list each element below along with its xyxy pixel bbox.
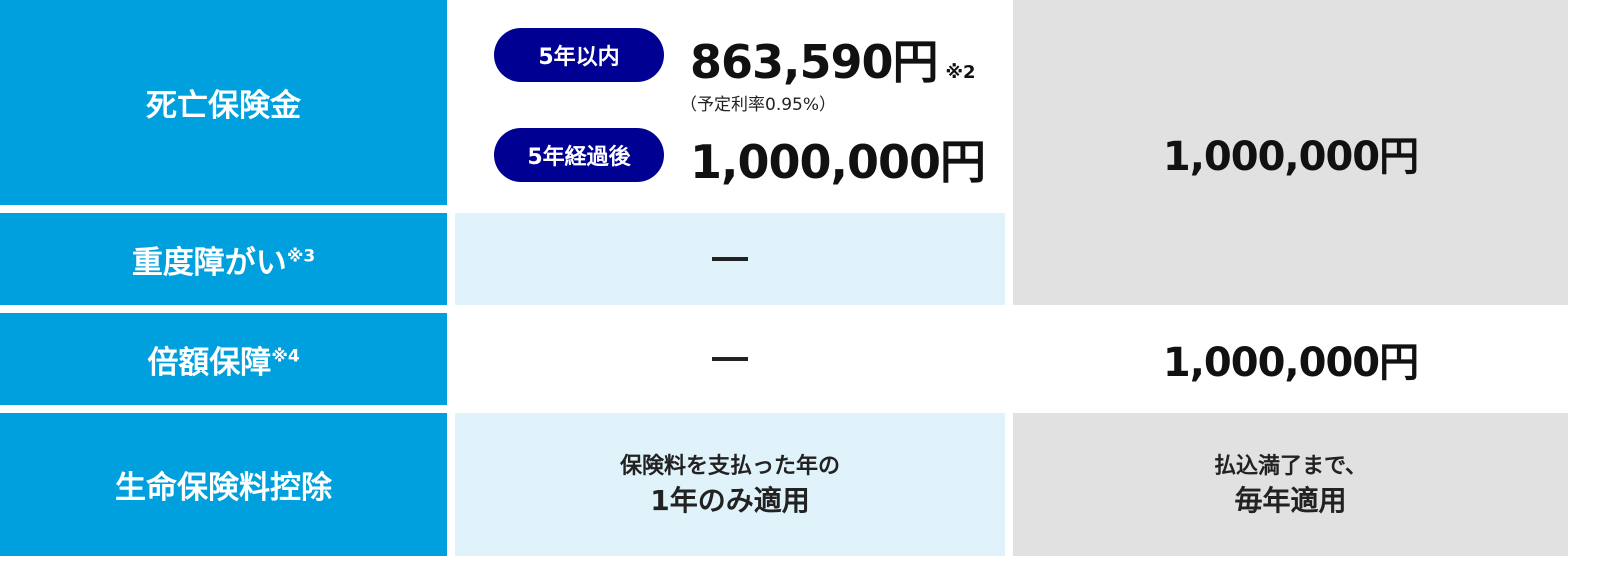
deduction-line1: 保険料を支払った年の <box>619 453 840 479</box>
dash <box>712 357 748 361</box>
death-disability-cell-2: 1,000,000円 <box>1013 0 1568 305</box>
deduction-line1: 払込満了まで、 <box>1213 453 1368 479</box>
row-header-death: 死亡保険金 <box>0 0 447 205</box>
after5-badge: 5年経過後 <box>494 128 664 182</box>
row-header-disability: 重度障がい※3 <box>0 213 447 305</box>
double-cell <box>455 313 1005 405</box>
dash <box>712 257 748 261</box>
double-cell-2: 1,000,000円 <box>1013 313 1568 405</box>
row-header-deduction: 生命保険料控除 <box>0 413 447 556</box>
label: 重度障がい※3 <box>131 244 316 281</box>
label: 死亡保険金 <box>146 88 301 124</box>
deduction-line2: 1年のみ適用 <box>650 483 810 517</box>
deduction-cell-2: 払込満了まで、 毎年適用 <box>1013 413 1568 556</box>
row-header-double: 倍額保障※4 <box>0 313 447 405</box>
within5-badge: 5年以内 <box>494 28 664 82</box>
deduction-line2: 毎年適用 <box>1234 483 1347 517</box>
amount: 1,000,000円 <box>1162 133 1419 180</box>
rate-note: （予定利率0.95%） <box>680 95 837 115</box>
deduction-cell: 保険料を支払った年の 1年のみ適用 <box>455 413 1005 556</box>
after5-amount: 1,000,000円 <box>690 135 986 189</box>
amount: 1,000,000円 <box>1162 340 1419 386</box>
label: 倍額保障※4 <box>147 344 300 381</box>
disability-cell <box>455 213 1005 305</box>
within5-amount: 863,590円 ※2 <box>690 35 976 89</box>
label: 生命保険料控除 <box>115 470 332 506</box>
